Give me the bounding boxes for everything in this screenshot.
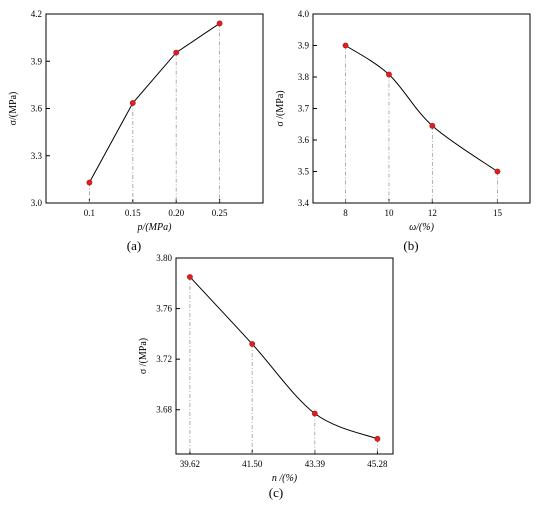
y-tick-label: 3.7 [298, 104, 310, 114]
y-tick-label: 4.0 [298, 9, 310, 19]
x-tick-label: 0.15 [125, 208, 141, 218]
data-point [494, 168, 501, 175]
x-tick-label: 10 [384, 208, 394, 218]
data-point [342, 42, 349, 49]
x-axis-label: ω/(%) [409, 222, 434, 233]
x-tick-label: 45.28 [367, 459, 388, 469]
chart-panel-b: 3.4 3.5 3.6 3.7 3.8 3.9 4.0 8 10 12 15 ω/(%) σ /(MPa… [275, 9, 531, 253]
y-tick-label: 3.80 [156, 253, 172, 263]
y-axis-label: σ /(MPa) [138, 338, 149, 374]
y-tick-label: 3.6 [31, 104, 43, 114]
x-tick-label: 15 [493, 208, 503, 218]
panel-label: (c) [269, 485, 283, 500]
y-tick-label: 3.68 [156, 405, 172, 415]
data-point [429, 122, 436, 129]
series-line [88, 23, 220, 183]
plot-frame [175, 257, 394, 455]
y-tick-label: 3.3 [31, 151, 43, 161]
x-tick-label: 0.25 [212, 208, 228, 218]
x-tick-label: 41.50 [242, 459, 263, 469]
y-tick-label: 3.0 [31, 198, 43, 208]
chart-panel-a: 3.0 3.3 3.6 3.9 4.2 0.1 0.15 0.20 0.25 p/(MPa) σ/(… [8, 9, 264, 253]
y-axis-label: σ /(MPa) [275, 90, 286, 126]
data-point [86, 179, 93, 186]
x-tick-label: 39.62 [180, 459, 200, 469]
x-axis-label: p/(MPa) [137, 222, 173, 233]
data-point [187, 274, 193, 280]
data-point [249, 341, 256, 347]
y-tick-label: 3.72 [156, 354, 172, 364]
data-point [216, 20, 223, 27]
data-point [173, 49, 180, 56]
panel-label: (b) [403, 238, 418, 253]
y-tick-label: 3.5 [298, 167, 310, 177]
plot-frame [45, 13, 264, 204]
panel-label: (a) [127, 238, 141, 253]
y-tick-label: 3.4 [298, 198, 310, 208]
x-tick-label: 12 [428, 208, 437, 218]
x-tick-label: 0.1 [84, 208, 95, 218]
y-tick-label: 3.9 [31, 56, 43, 66]
series-line [345, 45, 498, 172]
x-tick-label: 8 [343, 208, 348, 218]
y-tick-label: 3.9 [298, 41, 310, 51]
data-point [386, 71, 392, 78]
series-line [189, 276, 378, 440]
y-tick-label: 3.76 [156, 304, 172, 314]
x-tick-label: 0.20 [168, 208, 184, 218]
y-tick-label: 3.6 [298, 135, 310, 145]
data-point [374, 435, 381, 442]
x-tick-label: 43.39 [305, 459, 326, 469]
y-tick-label: 3.8 [298, 72, 310, 82]
y-tick-label: 4.2 [31, 9, 42, 19]
chart-panel-c: 3.68 3.72 3.76 3.80 39.62 41.50 43.39 45.28 n /(… [138, 253, 394, 500]
data-point [311, 410, 318, 417]
y-axis-label: σ/(MPa) [8, 92, 19, 126]
data-point [129, 100, 136, 106]
x-axis-label: n /(%) [272, 473, 298, 484]
